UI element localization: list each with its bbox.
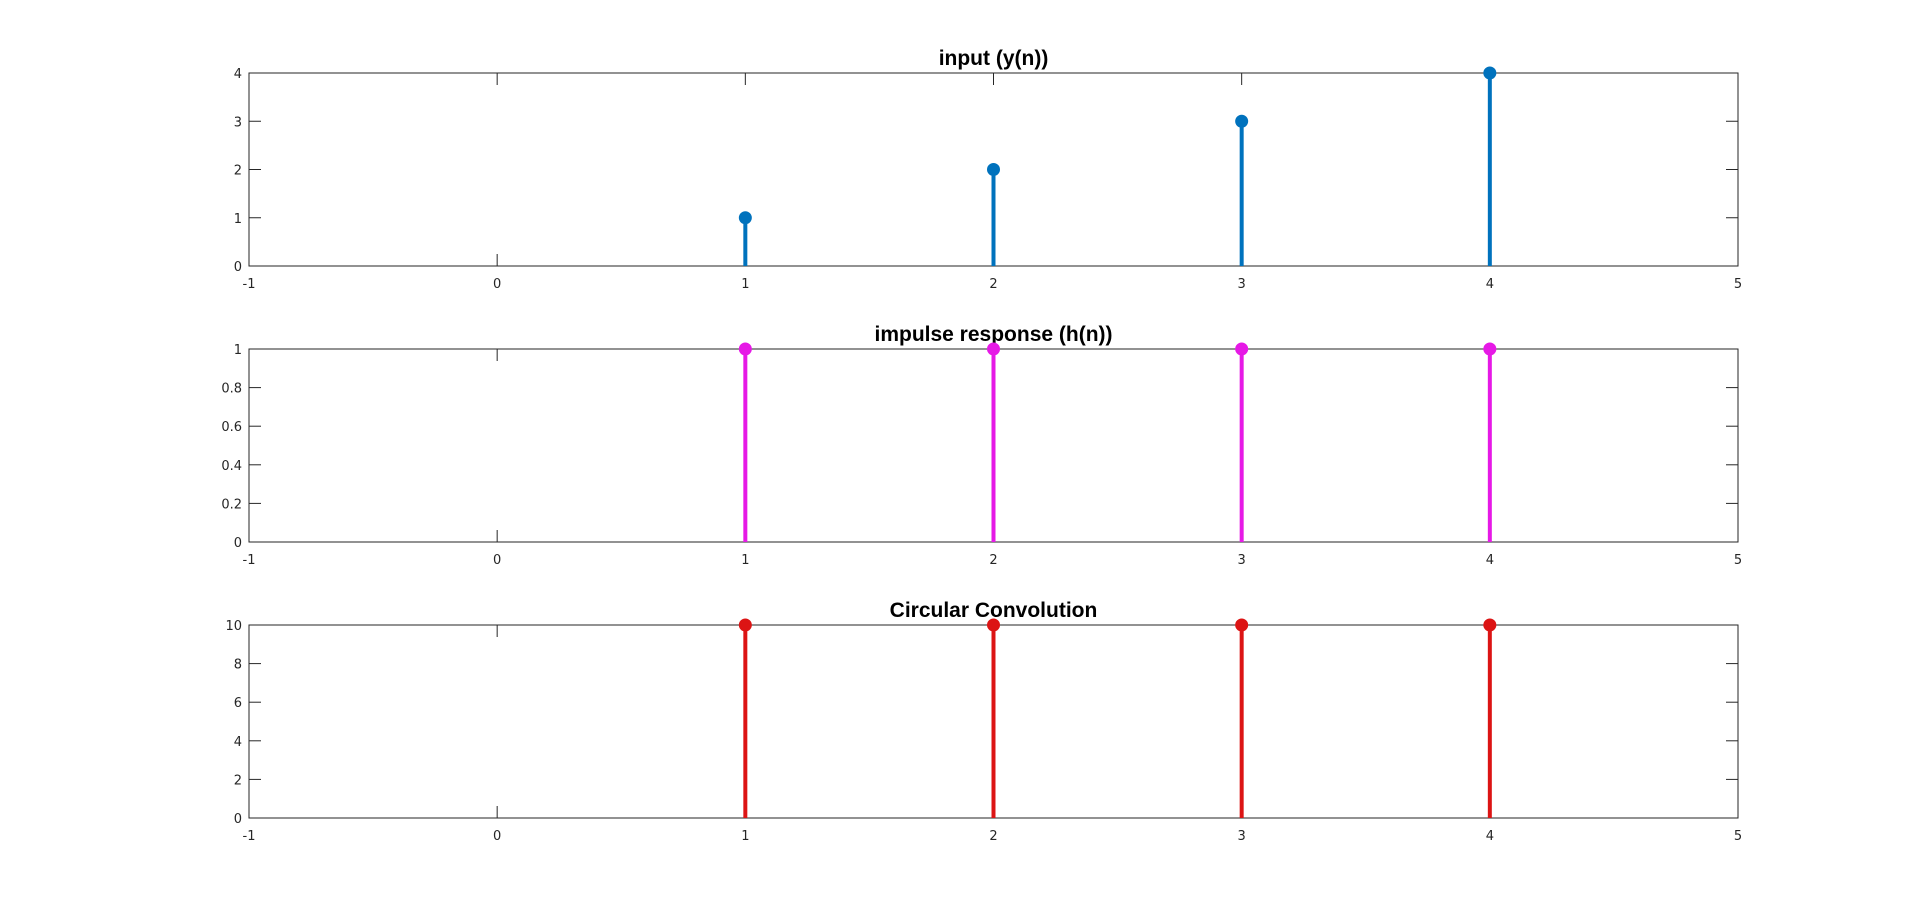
- y-tick-label: 0.2: [221, 497, 242, 512]
- stem-marker: [987, 618, 1000, 632]
- x-tick-label: -1: [243, 277, 256, 292]
- x-tick-label: 2: [989, 829, 997, 844]
- x-tick-label: 5: [1734, 553, 1742, 568]
- stem-marker: [738, 618, 752, 632]
- x-tick-label: 1: [741, 277, 749, 292]
- stem-marker: [987, 342, 1000, 356]
- stem-marker: [738, 211, 752, 225]
- y-tick-label: 1: [234, 343, 242, 358]
- stem-marker: [1483, 66, 1497, 80]
- x-tick-label: 5: [1734, 829, 1742, 844]
- x-tick-label: 2: [989, 277, 997, 292]
- stem-marker: [1235, 114, 1249, 128]
- stem-marker: [1235, 618, 1249, 632]
- y-tick-label: 2: [234, 773, 242, 788]
- stem-marker: [987, 163, 1000, 176]
- x-tick-label: -1: [243, 553, 256, 568]
- stem-marker: [1483, 342, 1497, 356]
- x-tick-label: -1: [243, 829, 256, 844]
- y-tick-label: 0.8: [221, 382, 242, 397]
- x-tick-label: 5: [1734, 277, 1742, 292]
- y-tick-label: 1: [234, 212, 242, 227]
- stem-marker: [1483, 618, 1497, 632]
- x-tick-label: 1: [741, 553, 749, 568]
- y-tick-label: 3: [234, 115, 242, 130]
- x-tick-label: 0: [493, 277, 501, 292]
- x-tick-label: 4: [1486, 829, 1494, 844]
- y-tick-label: 0.6: [221, 420, 242, 435]
- y-tick-label: 6: [234, 696, 242, 711]
- y-tick-label: 8: [234, 658, 242, 673]
- y-tick-label: 10: [225, 619, 242, 634]
- y-tick-label: 0.4: [221, 459, 242, 474]
- chart-title: Circular Convolution: [890, 599, 1098, 622]
- chart-title: impulse response (h(n)): [874, 323, 1112, 346]
- x-tick-label: 4: [1486, 553, 1494, 568]
- y-tick-label: 0: [234, 812, 242, 827]
- y-tick-label: 0: [234, 536, 242, 551]
- y-tick-label: 0: [234, 260, 242, 275]
- y-tick-label: 2: [234, 164, 242, 179]
- x-tick-label: 3: [1238, 829, 1246, 844]
- x-tick-label: 1: [741, 829, 749, 844]
- stem-marker: [738, 342, 752, 356]
- x-tick-label: 0: [493, 829, 501, 844]
- subplot-2: impulse response (h(n))-1 0 1 2 3 4 500.20.40.…: [221, 323, 1742, 568]
- y-tick-label: 4: [234, 67, 242, 82]
- x-tick-label: 2: [989, 553, 997, 568]
- x-tick-label: 0: [493, 553, 501, 568]
- y-tick-label: 4: [234, 735, 242, 750]
- stem-marker: [1235, 342, 1249, 356]
- x-tick-label: 4: [1486, 277, 1494, 292]
- x-tick-label: 3: [1238, 553, 1246, 568]
- chart-title: input (y(n)): [939, 47, 1049, 70]
- x-tick-label: 3: [1238, 277, 1246, 292]
